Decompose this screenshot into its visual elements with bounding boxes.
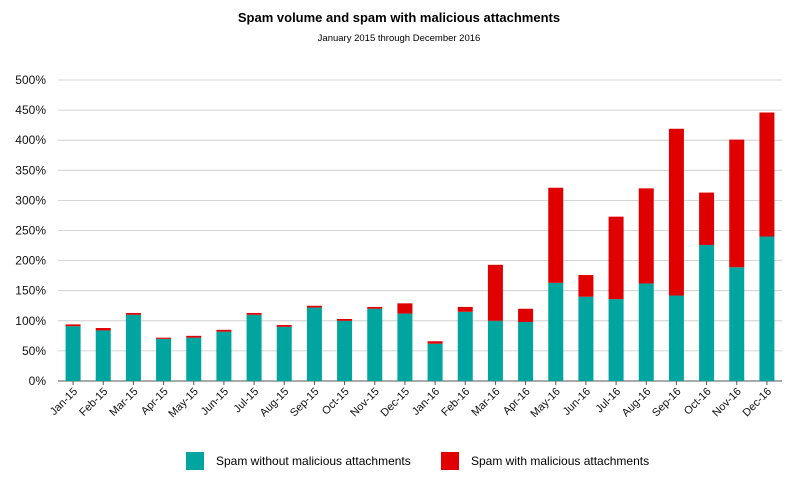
x-tick-label: Aug-15 [258,386,292,420]
bar-segment-clean [337,320,353,381]
bar-segment-clean [276,326,292,381]
chart-title: Spam volume and spam with malicious atta… [237,10,561,25]
bar-segment-clean [65,326,81,381]
bar-segment-clean [457,311,473,381]
legend-label-clean: Spam without malicious attachments [216,454,411,468]
bar-segment-malicious [367,306,383,309]
y-tick-label: 250% [15,224,46,238]
y-tick-label: 500% [15,73,46,87]
bar-segment-malicious [729,139,745,268]
y-tick-label: 450% [15,103,46,117]
bar-segment-malicious [186,335,202,338]
x-tick-label: Jan-15 [48,386,80,418]
bar-segment-malicious [487,264,503,321]
bar-segment-clean [95,330,111,381]
bar-segment-malicious [65,324,81,327]
x-tick-label: Mar-16 [469,386,502,419]
bar-segment-malicious [668,128,684,296]
x-tick-label: Feb-16 [439,386,472,419]
bar-segment-clean [125,314,141,381]
bar-segment-malicious [578,275,594,297]
y-tick-label: 0% [29,374,47,388]
x-tick-label: Apr-15 [139,386,171,418]
bar-segment-clean [638,283,654,381]
y-tick-label: 200% [15,254,46,268]
bar-segment-clean [246,314,262,381]
bar-segment-malicious [337,318,353,321]
x-tick-label: Sep-16 [650,386,684,420]
bar-segment-malicious [216,329,232,332]
x-tick-label: Nov-16 [710,386,744,420]
x-tick-label: Oct-16 [682,386,714,418]
x-tick-label: Aug-16 [620,386,654,420]
bar-segment-malicious [608,216,624,300]
bar-segment-malicious [699,192,715,245]
bar-segment-clean [367,308,383,381]
bar-segment-malicious [518,308,534,323]
legend-item-malicious: Spam with malicious attachments [441,452,649,470]
legend-swatch-malicious [441,452,459,470]
x-tick-label: Mar-15 [107,386,140,419]
bar-segment-malicious [759,112,775,237]
bar-segment-clean [487,320,503,381]
bar-segment-clean [729,267,745,381]
y-tick-label: 50% [22,344,46,358]
x-tick-label: Jun-15 [199,386,231,418]
x-tick-label: Oct-15 [320,386,352,418]
y-tick-label: 350% [15,163,46,177]
bar-segment-malicious [276,325,292,327]
bar-segment-clean [427,343,443,381]
x-tick-label: Feb-15 [77,386,110,419]
bars [65,112,775,381]
x-tick-label: Jan-16 [410,386,442,418]
y-axis-ticks: 0% 50% 100% 150% 200% 250% 300% 350% 400% 450% 500… [15,73,46,388]
bar-segment-malicious [156,337,172,339]
bar-segment-clean [759,236,775,381]
x-tick-label: Sep-15 [288,386,322,420]
bar-segment-clean [216,331,232,381]
x-tick-label: Dec-15 [378,386,412,420]
bar-segment-malicious [427,341,443,344]
y-tick-label: 150% [15,284,46,298]
bar-segment-clean [699,244,715,381]
bar-segment-clean [186,337,202,381]
gridlines [58,79,782,382]
bar-segment-clean [668,295,684,381]
bar-segment-clean [397,313,413,381]
bar-segment-malicious [306,305,322,308]
bar-segment-malicious [457,306,473,312]
y-tick-label: 300% [15,193,46,207]
x-tick-label: Jun-16 [561,386,593,418]
x-tick-label: Nov-15 [348,386,382,420]
legend-label-malicious: Spam with malicious attachments [471,454,650,468]
y-tick-label: 400% [15,133,46,147]
bar-segment-malicious [397,303,413,314]
bar-segment-clean [518,322,534,381]
x-tick-label: May-15 [166,386,200,420]
bar-segment-malicious [548,187,564,283]
bar-segment-clean [608,299,624,381]
bar-segment-malicious [95,328,111,331]
y-tick-label: 100% [15,314,46,328]
bar-segment-clean [156,338,172,381]
bar-segment-malicious [246,312,262,315]
bar-segment-malicious [638,188,654,284]
bar-segment-clean [548,282,564,381]
bar-segment-clean [306,307,322,381]
legend-item-clean: Spam without malicious attachments [186,452,411,470]
bar-segment-clean [578,296,594,381]
x-tick-label: Apr-16 [501,386,533,418]
legend-swatch-clean [186,452,204,470]
bar-segment-malicious [125,312,141,315]
chart-subtitle: January 2015 through December 2016 [317,33,481,44]
x-tick-label: Dec-16 [740,386,774,420]
x-tick-label: May-16 [528,386,562,420]
